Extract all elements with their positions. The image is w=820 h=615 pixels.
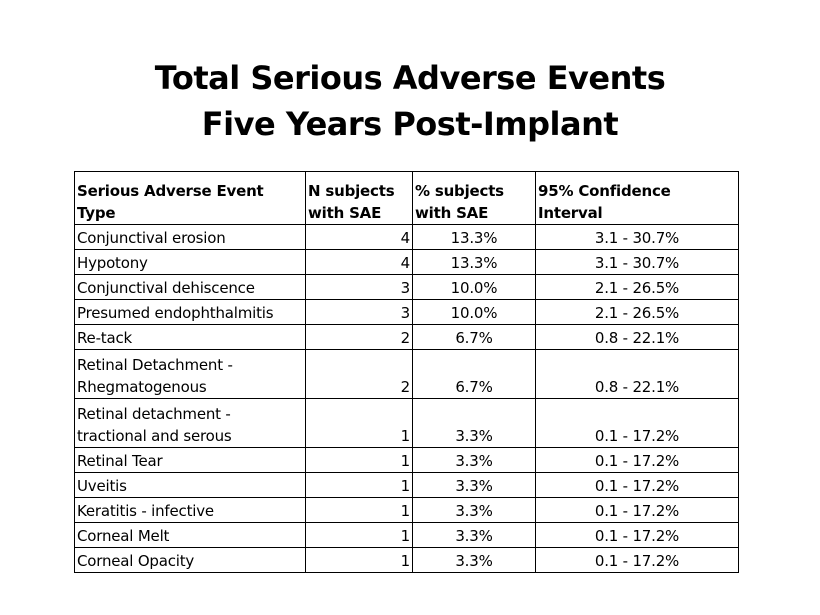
cell-event-type: Retinal Detachment - Rhegmatogenous (74, 349, 306, 399)
cell-confidence-interval: 3.1 - 30.7% (535, 249, 739, 275)
cell-pct-subjects: 3.3% (412, 472, 536, 498)
cell-pct-subjects: 13.3% (412, 224, 536, 250)
cell-confidence-interval: 0.1 - 17.2% (535, 547, 739, 573)
cell-n-subjects: 1 (305, 472, 413, 498)
cell-pct-subjects: 6.7% (412, 324, 536, 350)
header-n-subjects: N subjects with SAE (305, 171, 413, 225)
sae-table: Serious Adverse Event Type N subjects wi… (74, 171, 739, 573)
cell-pct-subjects: 3.3% (412, 547, 536, 573)
cell-confidence-interval: 0.1 - 17.2% (535, 447, 739, 473)
header-confidence-interval: 95% Confidence Interval (535, 171, 739, 225)
cell-event-type: Retinal Tear (74, 447, 306, 473)
cell-event-type: Conjunctival dehiscence (74, 274, 306, 300)
cell-confidence-interval: 2.1 - 26.5% (535, 274, 739, 300)
table-row: Re-tack 2 6.7% 0.8 - 22.1% (74, 324, 739, 350)
cell-pct-subjects: 13.3% (412, 249, 536, 275)
table-row: Corneal Melt 1 3.3% 0.1 - 17.2% (74, 522, 739, 548)
cell-confidence-interval: 2.1 - 26.5% (535, 299, 739, 325)
cell-event-type: Uveitis (74, 472, 306, 498)
cell-n-subjects: 1 (305, 497, 413, 523)
title-line-2: Five Years Post-Implant (201, 105, 619, 143)
cell-pct-subjects: 3.3% (412, 522, 536, 548)
table-row: Presumed endophthalmitis 3 10.0% 2.1 - 2… (74, 299, 739, 325)
table-row: Hypotony 4 13.3% 3.1 - 30.7% (74, 249, 739, 275)
table-row: Retinal detachment - tractional and sero… (74, 398, 739, 448)
cell-pct-subjects: 10.0% (412, 274, 536, 300)
cell-confidence-interval: 0.1 - 17.2% (535, 497, 739, 523)
cell-event-type: Conjunctival erosion (74, 224, 306, 250)
cell-confidence-interval: 0.1 - 17.2% (535, 398, 739, 448)
table-header-row: Serious Adverse Event Type N subjects wi… (74, 171, 739, 225)
cell-pct-subjects: 10.0% (412, 299, 536, 325)
cell-pct-subjects: 3.3% (412, 447, 536, 473)
cell-pct-subjects: 3.3% (412, 398, 536, 448)
cell-event-type: Keratitis - infective (74, 497, 306, 523)
cell-n-subjects: 1 (305, 522, 413, 548)
table-row: Corneal Opacity 1 3.3% 0.1 - 17.2% (74, 547, 739, 573)
table-row: Uveitis 1 3.3% 0.1 - 17.2% (74, 472, 739, 498)
cell-confidence-interval: 0.8 - 22.1% (535, 324, 739, 350)
cell-event-type: Hypotony (74, 249, 306, 275)
header-pct-subjects: % subjects with SAE (412, 171, 536, 225)
cell-pct-subjects: 3.3% (412, 497, 536, 523)
cell-n-subjects: 1 (305, 398, 413, 448)
cell-event-type: Re-tack (74, 324, 306, 350)
cell-event-type: Presumed endophthalmitis (74, 299, 306, 325)
cell-confidence-interval: 0.8 - 22.1% (535, 349, 739, 399)
cell-n-subjects: 3 (305, 274, 413, 300)
cell-n-subjects: 1 (305, 547, 413, 573)
title-line-1: Total Serious Adverse Events (154, 59, 666, 97)
table-row: Retinal Detachment - Rhegmatogenous 2 6.… (74, 349, 739, 399)
cell-n-subjects: 4 (305, 224, 413, 250)
cell-event-type: Corneal Melt (74, 522, 306, 548)
table-row: Conjunctival erosion 4 13.3% 3.1 - 30.7% (74, 224, 739, 250)
cell-event-type: Corneal Opacity (74, 547, 306, 573)
header-event-type: Serious Adverse Event Type (74, 171, 306, 225)
slide-title: Total Serious Adverse Events Five Years … (0, 55, 820, 147)
cell-n-subjects: 2 (305, 324, 413, 350)
cell-confidence-interval: 0.1 - 17.2% (535, 522, 739, 548)
table-row: Conjunctival dehiscence 3 10.0% 2.1 - 26… (74, 274, 739, 300)
cell-n-subjects: 4 (305, 249, 413, 275)
cell-n-subjects: 3 (305, 299, 413, 325)
table-row: Retinal Tear 1 3.3% 0.1 - 17.2% (74, 447, 739, 473)
table-row: Keratitis - infective 1 3.3% 0.1 - 17.2% (74, 497, 739, 523)
cell-pct-subjects: 6.7% (412, 349, 536, 399)
cell-n-subjects: 1 (305, 447, 413, 473)
cell-event-type: Retinal detachment - tractional and sero… (74, 398, 306, 448)
cell-confidence-interval: 0.1 - 17.2% (535, 472, 739, 498)
cell-n-subjects: 2 (305, 349, 413, 399)
cell-confidence-interval: 3.1 - 30.7% (535, 224, 739, 250)
